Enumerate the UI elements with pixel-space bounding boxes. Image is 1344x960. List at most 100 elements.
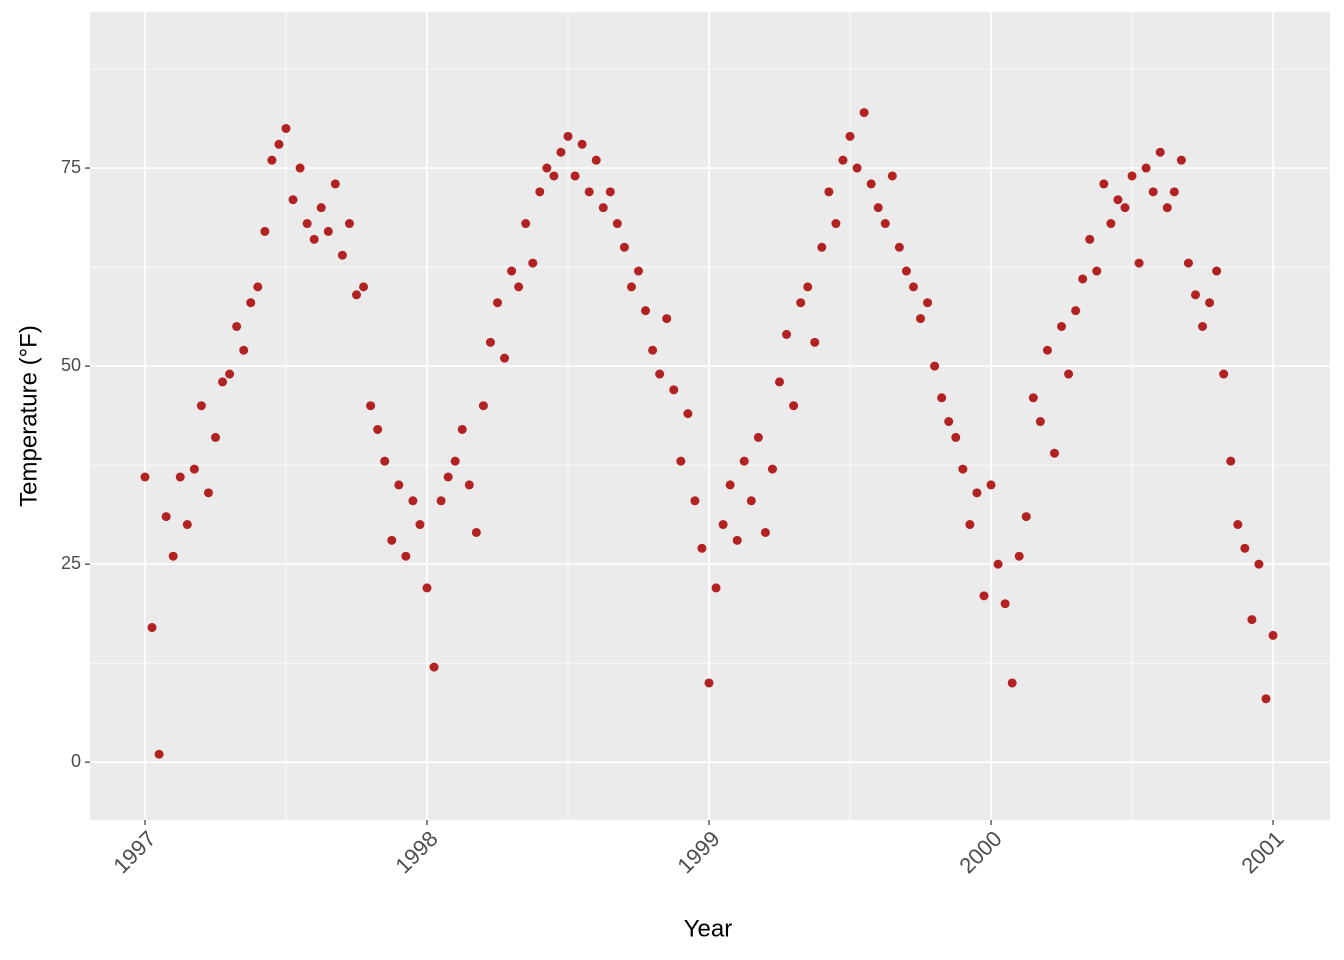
point: [175, 472, 185, 482]
point: [493, 298, 503, 308]
point: [711, 583, 721, 593]
point: [288, 195, 298, 205]
point: [986, 480, 996, 490]
point: [401, 551, 411, 561]
point: [549, 171, 559, 181]
point: [366, 401, 376, 411]
point: [429, 662, 439, 672]
point: [796, 298, 806, 308]
point: [514, 282, 524, 292]
point: [937, 393, 947, 403]
point: [359, 282, 369, 292]
point: [965, 520, 975, 530]
point: [669, 385, 679, 395]
point: [880, 219, 890, 229]
point: [1014, 551, 1024, 561]
point: [908, 282, 918, 292]
point: [697, 543, 707, 553]
point: [641, 306, 651, 316]
point: [535, 187, 545, 197]
point: [1064, 369, 1074, 379]
point: [944, 417, 954, 427]
point: [500, 353, 510, 363]
x-tick-label: 1999: [672, 826, 724, 878]
point: [605, 187, 615, 197]
point: [210, 432, 220, 442]
point: [1226, 456, 1236, 466]
point: [1085, 234, 1095, 244]
point: [1113, 195, 1123, 205]
point: [775, 377, 785, 387]
point: [1021, 512, 1031, 522]
x-axis-title: Year: [684, 915, 733, 942]
point: [1198, 321, 1208, 331]
point: [838, 155, 848, 165]
point: [831, 219, 841, 229]
point: [1035, 417, 1045, 427]
point: [168, 551, 178, 561]
point: [1057, 321, 1067, 331]
point: [746, 496, 756, 506]
point: [528, 258, 538, 268]
x-tick-label: 1998: [390, 826, 442, 878]
point: [655, 369, 665, 379]
point: [1219, 369, 1229, 379]
point: [267, 155, 277, 165]
point: [704, 678, 714, 688]
point: [232, 321, 242, 331]
point: [619, 242, 629, 252]
point: [457, 424, 467, 434]
point: [1106, 219, 1116, 229]
point: [1099, 179, 1109, 189]
y-tick-label: 25: [61, 553, 81, 573]
y-tick-label: 75: [61, 157, 81, 177]
point: [930, 361, 940, 371]
point: [824, 187, 834, 197]
point: [1176, 155, 1186, 165]
point: [683, 409, 693, 419]
point: [182, 520, 192, 530]
point: [887, 171, 897, 181]
point: [1190, 290, 1200, 300]
y-axis-title: Temperature (°F): [15, 325, 42, 507]
point: [1205, 298, 1215, 308]
point: [302, 219, 312, 229]
point: [612, 219, 622, 229]
point: [810, 337, 820, 347]
point: [598, 203, 608, 213]
point: [542, 163, 552, 173]
point: [1148, 187, 1158, 197]
point: [1049, 448, 1059, 458]
point: [718, 520, 728, 530]
point: [979, 591, 989, 601]
point: [1183, 258, 1193, 268]
point: [972, 488, 982, 498]
point: [916, 314, 926, 324]
point: [591, 155, 601, 165]
point: [260, 226, 270, 236]
point: [760, 527, 770, 537]
point: [394, 480, 404, 490]
point: [344, 219, 354, 229]
point: [422, 583, 432, 593]
point: [415, 520, 425, 530]
point: [873, 203, 883, 213]
point: [373, 424, 383, 434]
point: [662, 314, 672, 324]
point: [958, 464, 968, 474]
point: [351, 290, 361, 300]
point: [852, 163, 862, 173]
point: [1162, 203, 1172, 213]
point: [767, 464, 777, 474]
point: [993, 559, 1003, 569]
point: [436, 496, 446, 506]
point: [1078, 274, 1088, 284]
point: [732, 535, 742, 545]
point: [1071, 306, 1081, 316]
point: [387, 535, 397, 545]
point: [803, 282, 813, 292]
point: [859, 108, 869, 118]
point: [485, 337, 495, 347]
point: [1254, 559, 1264, 569]
